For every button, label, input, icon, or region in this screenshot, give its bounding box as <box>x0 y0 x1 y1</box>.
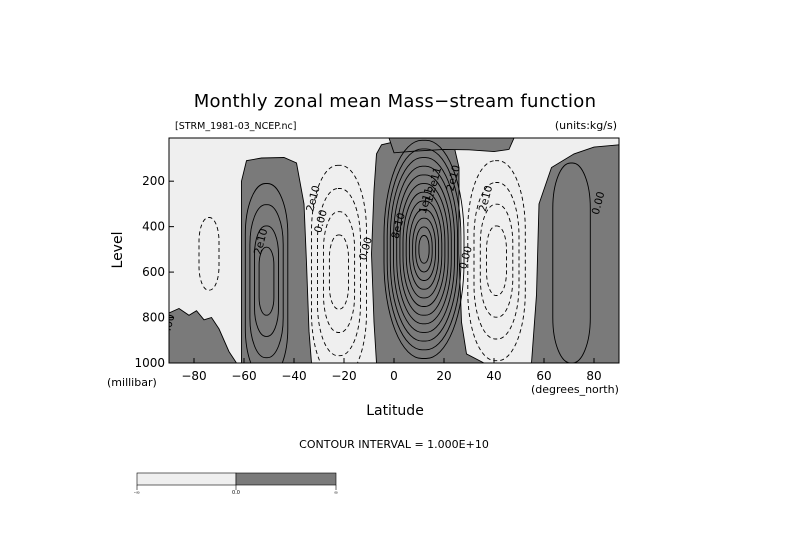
y-tick-label: 1000 <box>134 356 165 370</box>
southern-hadley-cell-contour <box>323 211 356 333</box>
x-tick-label: −40 <box>281 369 306 383</box>
units-label: (units:kg/s) <box>555 119 617 132</box>
northern-polar-cell-contour <box>552 162 591 363</box>
northern-hadley-cell-contour <box>405 200 443 299</box>
colorbar-label-zero: 0.0 <box>232 490 240 496</box>
x-axis: −80 −60 −40 −20 0 20 40 60 80 <box>181 358 602 383</box>
southern-polar-cell-region <box>169 307 238 363</box>
southern-positive-cell-contour <box>244 183 289 363</box>
northern-hadley-cell-contour <box>415 226 433 273</box>
northern-hadley-cell-contour <box>386 148 462 351</box>
y-tick-label: 800 <box>142 311 165 325</box>
contour-label: 0.00 <box>357 236 375 262</box>
northern-ferrel-cell-contour <box>479 203 514 318</box>
southern-positive-cell-contour <box>254 225 279 337</box>
northern-hadley-cell-contour <box>402 191 446 307</box>
southern-ferrel-cell-contour <box>198 217 220 291</box>
contour-label: 0.00 <box>160 313 178 339</box>
y-axis: 200 400 600 800 1000 <box>134 174 174 370</box>
colorbar-label-max: ∞ <box>334 490 338 496</box>
contour-interval: CONTOUR INTERVAL = 1.000E+10 <box>299 438 489 451</box>
x-tick-label: −60 <box>231 369 256 383</box>
x-tick-label: −20 <box>331 369 356 383</box>
northern-hadley-cell-contour <box>393 165 455 333</box>
northern-ferrel-cell-contour <box>467 160 526 362</box>
northern-ferrel-cell-contour <box>473 182 520 340</box>
northern-hadley-cell-contour <box>418 235 430 264</box>
southern-hadley-cell-contour <box>328 234 349 310</box>
x-tick-label: −80 <box>181 369 206 383</box>
y-tick-label: 200 <box>142 174 165 188</box>
chart-title: Monthly zonal mean Mass−stream function <box>194 91 597 112</box>
northern-hadley-cell-contour <box>412 217 436 281</box>
colorbar-positive-swatch <box>235 472 337 486</box>
x-tick-label: 0 <box>390 369 398 383</box>
colorbar: -∞ 0.0 ∞ <box>134 472 338 496</box>
x-tick-label: 60 <box>536 369 551 383</box>
northern-ferrel-cell-contour <box>486 225 507 296</box>
y-tick-label: 400 <box>142 220 165 234</box>
contour-label: 0.00 <box>590 190 608 216</box>
x-tick-label: 80 <box>586 369 601 383</box>
x-tick-label: 40 <box>486 369 501 383</box>
northern-hadley-cell-contour <box>408 209 440 290</box>
contour-label: 0.00 <box>312 208 330 234</box>
x-tick-label: 20 <box>436 369 451 383</box>
southern-hadley-cell-contour <box>311 164 367 363</box>
y-tick-label: 600 <box>142 265 165 279</box>
southern-positive-cell-contour <box>249 204 284 359</box>
x-unit-label: (degrees_north) <box>531 383 619 396</box>
colorbar-negative-swatch <box>136 472 237 486</box>
northern-hadley-cell-contour <box>383 139 465 359</box>
y-unit-label: (millibar) <box>107 376 157 389</box>
southern-positive-cell-contour <box>258 246 275 316</box>
colorbar-label-min: -∞ <box>134 490 140 496</box>
x-axis-title: Latitude <box>366 403 424 419</box>
southern-hadley-cell-contour <box>317 188 361 357</box>
contour-label: 0.00 <box>457 245 475 271</box>
northern-hadley-cell-contour <box>396 174 452 325</box>
y-axis-title: Level <box>110 232 126 269</box>
northern-hadley-cell-contour <box>399 183 449 316</box>
file-label: [STRM_1981-03_NCEP.nc] <box>175 121 297 132</box>
northern-hadley-cell-contour <box>389 157 459 342</box>
